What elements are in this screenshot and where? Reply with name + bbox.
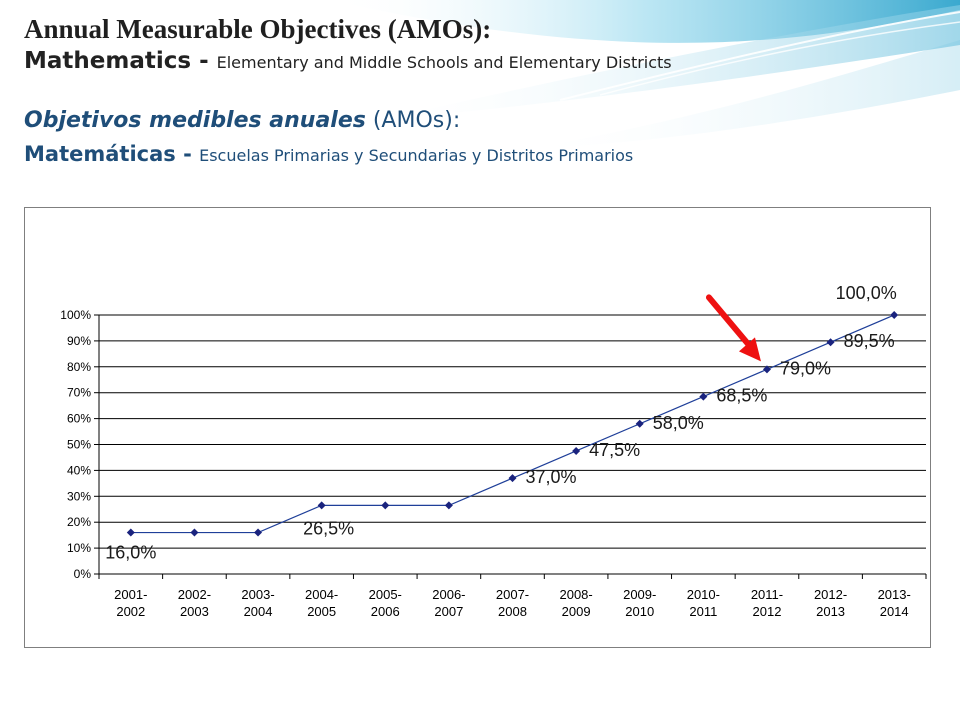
data-label: 16,0%: [105, 543, 156, 563]
data-point: [381, 501, 390, 510]
data-label: 68,5%: [716, 386, 767, 406]
x-tick-label: 2011-2012: [751, 587, 783, 619]
data-point: [508, 474, 517, 483]
data-label: 47,5%: [589, 440, 640, 460]
data-label: 89,5%: [844, 331, 895, 351]
x-tick-label: 2012-2013: [814, 587, 847, 619]
title-es-main: Objetivos medibles anuales: [24, 108, 366, 133]
title-en: Annual Measurable Objectives (AMOs):: [24, 14, 492, 44]
data-point: [444, 501, 453, 510]
x-tick-label: 2013-2014: [878, 587, 911, 619]
x-tick-label: 2002-2003: [178, 587, 211, 619]
data-point: [317, 501, 326, 510]
y-tick-label: 30%: [67, 489, 91, 503]
series-line: [130, 314, 895, 534]
title-es: Objetivos medibles anuales (AMOs):: [24, 105, 672, 139]
highlight-arrow-shaft: [705, 294, 754, 351]
chart-frame: 0% 10% 20% 30% 40% 50% 60% 70% 80% 90% 100% 2001-20…: [24, 207, 931, 648]
data-label: 58,0%: [653, 413, 704, 433]
data-point: [635, 419, 644, 428]
y-tick-label: 80%: [67, 360, 91, 374]
subtitle-es: Matemáticas - Escuelas Primarias y Secun…: [24, 139, 672, 172]
y-tick-label: 70%: [67, 386, 91, 400]
data-point: [826, 338, 835, 347]
y-tick-label: 100%: [60, 308, 91, 322]
x-tick-label: 2005-2006: [369, 587, 402, 619]
data-point: [254, 528, 263, 537]
y-tick-label: 40%: [67, 463, 91, 477]
data-point: [190, 528, 199, 537]
data-point: [572, 446, 581, 455]
subtitle-en-scope: Elementary and Middle Schools and Elemen…: [216, 53, 672, 72]
highlight-arrow-head: [738, 337, 761, 362]
y-tick-label: 90%: [67, 334, 91, 348]
subtitle-en-subject: Mathematics -: [24, 48, 217, 74]
y-tick-label: 0%: [74, 567, 92, 581]
x-tick-label: 2004-2005: [305, 587, 338, 619]
amo-line-chart: 0% 10% 20% 30% 40% 50% 60% 70% 80% 90% 100% 2001-20…: [60, 283, 927, 619]
y-tick-label: 10%: [67, 541, 91, 555]
data-label: 26,5%: [303, 518, 354, 538]
data-label: 37,0%: [526, 467, 577, 487]
subtitle-en: Mathematics - Elementary and Middle Scho…: [24, 46, 672, 79]
x-tick-label: 2006-2007: [432, 587, 465, 619]
y-tick-label: 20%: [67, 515, 91, 529]
subtitle-es-subject: Matemáticas -: [24, 142, 200, 166]
data-label: 100,0%: [836, 283, 897, 303]
x-tick-label: 2001-2002: [114, 587, 147, 619]
x-tick-label: 2003-2004: [241, 587, 274, 619]
x-tick-label: 2009-2010: [623, 587, 656, 619]
data-point: [890, 311, 899, 319]
x-tick-label: 2010-2011: [687, 587, 720, 619]
title-es-suffix: (AMOs):: [365, 108, 461, 133]
data-point: [762, 365, 771, 374]
data-label: 79,0%: [780, 358, 831, 378]
x-tick-label: 2007-2008: [496, 587, 529, 619]
x-tick-label: 2008-2009: [559, 587, 592, 619]
subtitle-es-scope: Escuelas Primarias y Secundarias y Distr…: [199, 146, 634, 165]
y-tick-label: 50%: [67, 438, 91, 452]
y-tick-label: 60%: [67, 412, 91, 426]
data-point: [126, 528, 135, 537]
title-block: Annual Measurable Objectives (AMOs): Mat…: [24, 12, 672, 172]
data-point: [699, 392, 708, 401]
